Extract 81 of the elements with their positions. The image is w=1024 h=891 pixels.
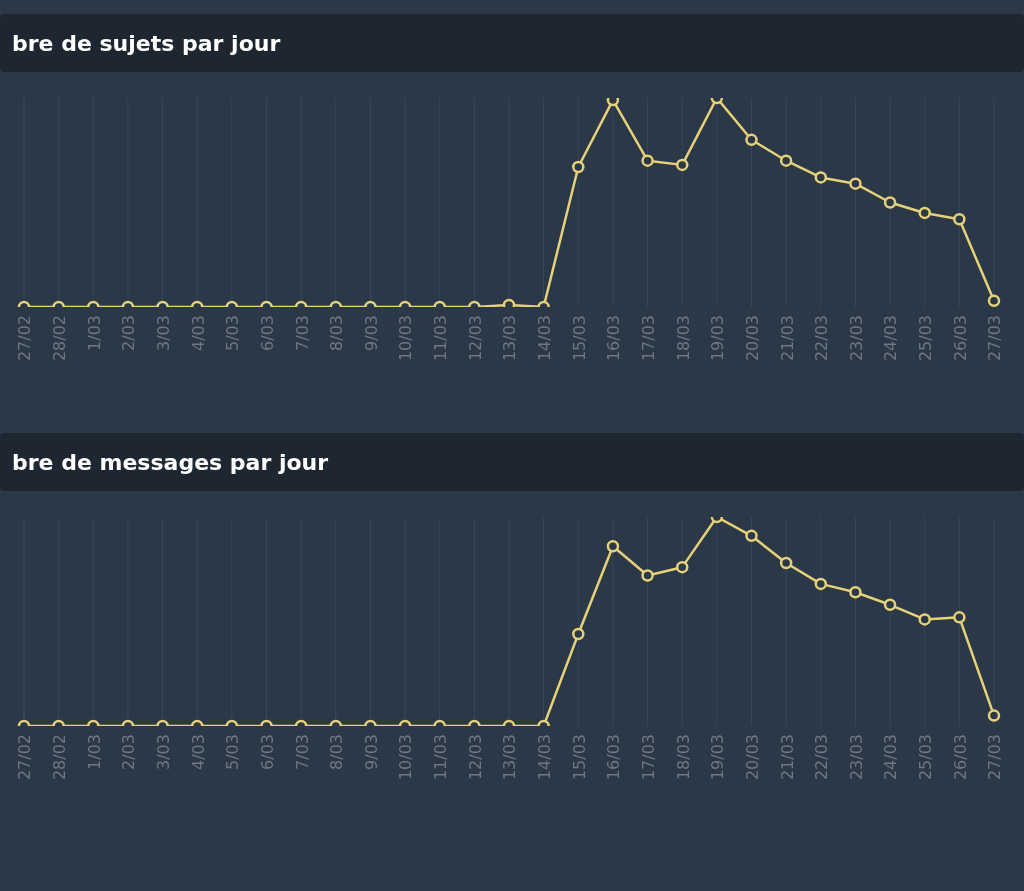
- x-tick-label: 7/03: [292, 315, 312, 351]
- x-tick-label: 10/03: [396, 734, 416, 781]
- x-tick-label: 27/03: [985, 315, 1005, 362]
- point: [675, 158, 689, 172]
- point: [883, 598, 897, 612]
- x-tick-label: 20/03: [742, 734, 762, 781]
- point: [814, 171, 828, 184]
- x-tick-label: 6/03: [257, 315, 277, 351]
- x-tick-label: 4/03: [188, 734, 208, 770]
- point: [641, 569, 654, 582]
- x-tick-label: 18/03: [673, 315, 693, 362]
- x-tick-label: 27/02: [15, 734, 35, 781]
- x-tick-label: 19/03: [708, 315, 728, 362]
- x-tick-label: 9/03: [361, 315, 381, 351]
- x-tick-label: 27/02: [15, 315, 35, 362]
- x-tick-label: 15/03: [569, 734, 589, 781]
- point: [918, 206, 931, 220]
- point: [745, 133, 758, 147]
- x-tick-label: 16/03: [604, 315, 624, 362]
- x-tick-label: 12/03: [465, 315, 485, 362]
- x-tick-label: 15/03: [569, 315, 589, 362]
- x-tick-label: 10/03: [396, 315, 416, 362]
- x-tick-label: 17/03: [638, 734, 658, 781]
- x-tick-label: 3/03: [153, 315, 173, 351]
- x-tick-label: 3/03: [153, 734, 173, 770]
- x-tick-label: 7/03: [292, 734, 312, 770]
- x-tick-label: 19/03: [708, 734, 728, 781]
- x-tick-label: 11/03: [431, 315, 451, 362]
- x-tick-label: 25/03: [916, 734, 936, 781]
- x-tick-label: 21/03: [777, 734, 797, 781]
- x-tick-label: 25/03: [916, 315, 936, 362]
- x-tick-label: 8/03: [327, 734, 347, 770]
- x-tick-label: 26/03: [950, 734, 970, 781]
- x-tick-label: 22/03: [812, 734, 832, 781]
- x-tick-label: 26/03: [950, 315, 970, 362]
- x-tick-label: 14/03: [535, 734, 554, 781]
- x-tick-label: 5/03: [223, 315, 243, 351]
- point: [675, 560, 689, 574]
- x-tick-label: 11/03: [431, 734, 451, 781]
- x-tick-label: 13/03: [500, 315, 520, 362]
- x-tick-label: 20/03: [742, 315, 762, 362]
- x-tick-label: 2/03: [119, 734, 139, 770]
- x-tick-label: 16/03: [604, 734, 624, 781]
- x-tick-label: 12/03: [465, 734, 485, 781]
- point: [918, 613, 931, 626]
- x-tick-label: 28/02: [50, 315, 69, 362]
- point: [606, 540, 620, 553]
- x-tick-label: 27/03: [985, 734, 1005, 781]
- x-tick-label: 23/03: [846, 315, 866, 362]
- x-tick-label: 23/03: [846, 734, 866, 781]
- x-tick-label: 2/03: [119, 315, 139, 351]
- x-tick-label: 4/03: [188, 315, 208, 351]
- point: [849, 585, 862, 599]
- point: [953, 212, 966, 226]
- x-tick-label: 21/03: [777, 315, 797, 362]
- point: [953, 611, 966, 624]
- x-tick-label: 1/03: [84, 315, 104, 351]
- x-tick-label: 13/03: [500, 734, 520, 781]
- point: [779, 556, 793, 570]
- chart-title: bre de messages par jour: [12, 449, 329, 475]
- x-tick-label: 28/02: [50, 734, 69, 781]
- point: [814, 577, 828, 591]
- point: [779, 154, 793, 167]
- x-tick-label: 6/03: [257, 734, 277, 770]
- x-tick-label: 17/03: [638, 315, 658, 362]
- x-tick-label: 14/03: [535, 315, 554, 362]
- x-tick-label: 24/03: [881, 734, 901, 781]
- point: [849, 177, 862, 190]
- chart-title: bre de sujets par jour: [12, 30, 281, 56]
- x-tick-label: 1/03: [84, 734, 104, 770]
- point: [883, 196, 897, 209]
- point: [572, 160, 585, 174]
- x-tick-label: 5/03: [223, 734, 243, 770]
- x-tick-label: 22/03: [812, 315, 832, 362]
- x-tick-label: 24/03: [881, 315, 901, 362]
- x-tick-label: 8/03: [327, 315, 347, 351]
- point: [572, 627, 585, 641]
- point: [641, 154, 654, 167]
- point: [745, 529, 758, 543]
- x-tick-label: 18/03: [673, 734, 693, 781]
- x-tick-label: 9/03: [361, 734, 381, 770]
